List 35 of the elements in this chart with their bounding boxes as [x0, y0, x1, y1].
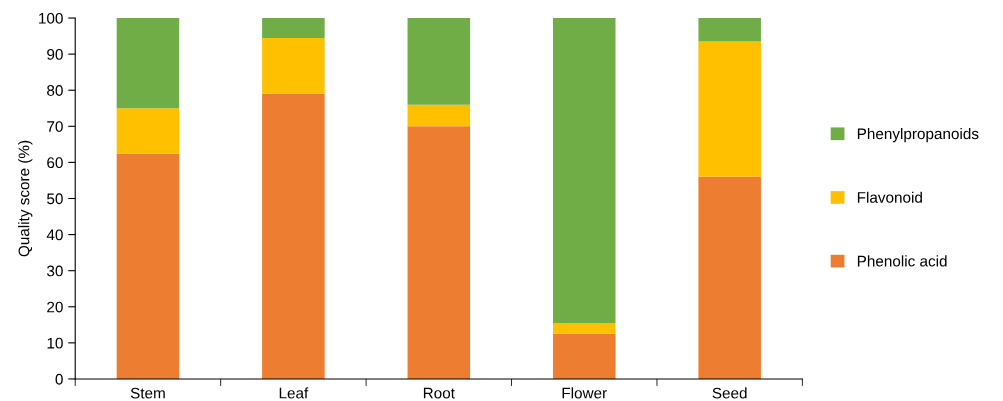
bar — [116, 108, 180, 154]
bar — [407, 18, 471, 105]
bar — [262, 18, 325, 38]
bar — [407, 104, 471, 127]
bar — [552, 333, 616, 379]
bar — [552, 18, 616, 324]
legend-label: Phenylpropanoids — [857, 127, 979, 143]
y-axis-title: Quality score (%) — [18, 140, 33, 257]
y-tick-label: 70 — [47, 121, 63, 132]
x-tick-label: Stem — [130, 387, 165, 399]
bar — [262, 37, 325, 94]
y-tick-label: 40 — [46, 229, 63, 241]
bar — [698, 41, 761, 177]
bar — [116, 18, 180, 109]
y-tick-label: 60 — [47, 157, 63, 169]
y-tick-label: 50 — [47, 193, 63, 205]
y-tick-label: 90 — [47, 49, 63, 60]
x-tick-label: Flower — [562, 387, 607, 399]
x-tick-label: Leaf — [279, 387, 309, 399]
bar — [698, 176, 761, 379]
x-tick-label: Root — [423, 387, 455, 399]
y-tick-label: 80 — [47, 85, 63, 96]
bar — [552, 323, 616, 334]
bar — [116, 153, 180, 379]
y-tick-label: 0 — [55, 373, 63, 385]
legend-label: Flavonoid — [857, 191, 922, 203]
y-tick-label: 30 — [47, 265, 63, 277]
y-tick-label: 100 — [39, 12, 63, 24]
bar — [262, 93, 325, 379]
y-tick-label: 10 — [47, 337, 63, 349]
x-tick-label: Seed — [712, 387, 747, 399]
y-tick-label: 20 — [47, 301, 63, 313]
bar — [407, 126, 471, 379]
bar — [698, 18, 761, 42]
legend-label: Phenolic acid — [857, 255, 947, 267]
